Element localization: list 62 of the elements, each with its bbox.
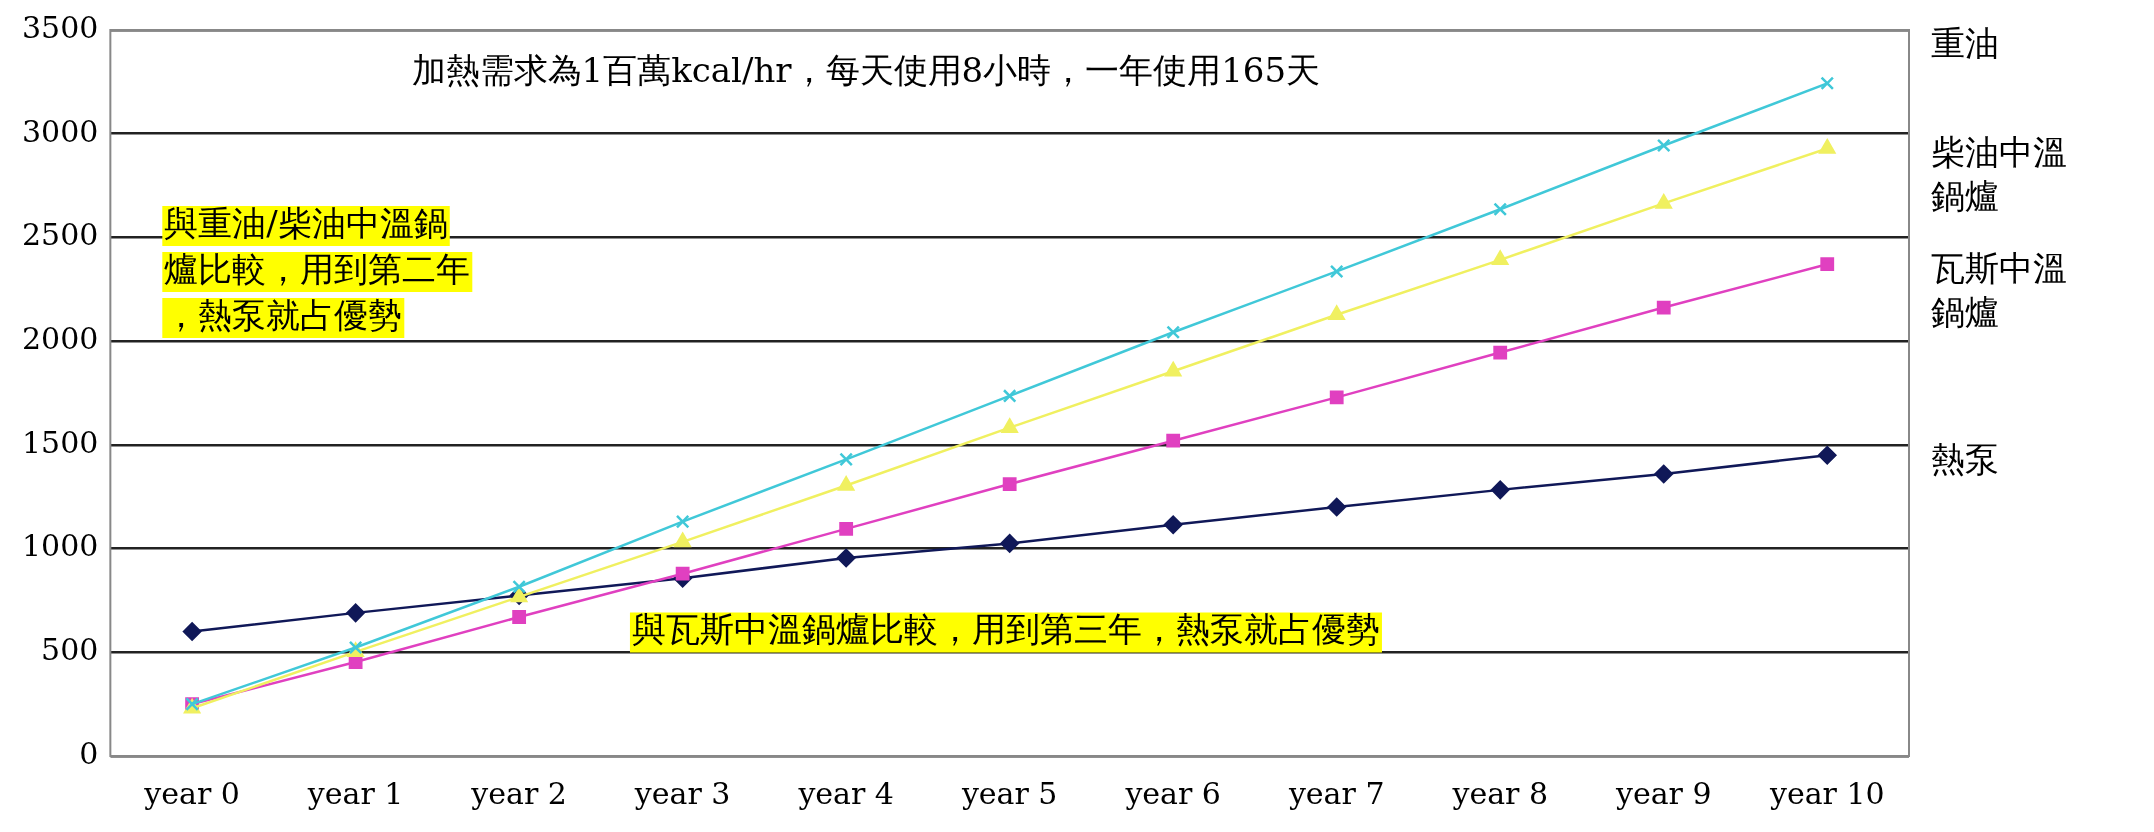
- y-tick-label: 3500: [21, 9, 99, 45]
- point: [1000, 534, 1019, 553]
- point: [1329, 390, 1344, 405]
- point: [1655, 194, 1672, 209]
- point: [1002, 389, 1017, 403]
- point: [348, 655, 363, 669]
- x-tick-label: year 7: [1287, 775, 1385, 811]
- x-tick-label: year 9: [1614, 775, 1712, 811]
- annotation: 與瓦斯中溫鍋爐比較，用到第三年，熱泵就占優勢: [631, 609, 1380, 650]
- y-tick-label: 2500: [21, 217, 99, 253]
- point: [1165, 361, 1182, 377]
- point: [1166, 325, 1181, 340]
- point: [1656, 138, 1671, 153]
- point: [836, 548, 856, 568]
- x-tick-label: year 8: [1451, 775, 1548, 811]
- point: [1166, 433, 1181, 448]
- point: [675, 514, 690, 529]
- x-tick-label: year 6: [1124, 775, 1221, 811]
- text: 瓦斯中溫鍋爐: [1931, 248, 2067, 333]
- x-tick-label: year 1: [306, 775, 404, 811]
- point: [1820, 76, 1835, 91]
- point: [839, 452, 854, 467]
- x-tick-label: year 2: [470, 775, 567, 811]
- x-tick-label: year 0: [143, 775, 240, 811]
- point: [839, 521, 854, 536]
- point: [512, 579, 527, 594]
- point: [1654, 464, 1673, 484]
- point: [1490, 480, 1510, 500]
- point: [1492, 250, 1509, 266]
- text: 柴油中溫鍋爐: [1931, 132, 2067, 217]
- point: [1493, 202, 1508, 217]
- point: [182, 622, 202, 641]
- text: 重油: [1931, 23, 1999, 64]
- point: [1819, 139, 1836, 154]
- y-tick-label: 3000: [21, 113, 99, 149]
- y-tick-label: 0: [79, 735, 99, 771]
- x-tick-label: year 4: [797, 775, 894, 811]
- text: 熱泵: [1931, 439, 1999, 480]
- point: [1327, 497, 1346, 517]
- point: [1001, 418, 1018, 433]
- point: [512, 610, 527, 624]
- y-tick-label: 1500: [21, 424, 99, 460]
- x-tick-label: year 10: [1768, 775, 1885, 811]
- point: [837, 476, 855, 491]
- point: [674, 532, 691, 548]
- y-tick-label: 2000: [21, 320, 99, 356]
- x-tick-label: year 5: [960, 775, 1058, 811]
- point: [1329, 264, 1344, 279]
- point: [1328, 305, 1345, 321]
- point: [1656, 300, 1671, 315]
- point: [675, 566, 690, 581]
- y-tick-label: 1000: [21, 528, 99, 564]
- annotation: 加熱需求為1百萬kcal/hr，每天使用8小時，一年使用165天: [411, 50, 1321, 91]
- point: [346, 603, 365, 623]
- point: [1820, 257, 1835, 272]
- point: [1817, 445, 1837, 465]
- x-tick-label: year 3: [633, 775, 731, 811]
- y-tick-label: 500: [41, 632, 99, 668]
- point: [1163, 515, 1183, 534]
- point: [1493, 345, 1508, 360]
- annotation: 與重油/柴油中溫鍋爐比較，用到第二年，熱泵就占優勢: [164, 202, 471, 335]
- point: [1002, 477, 1017, 491]
